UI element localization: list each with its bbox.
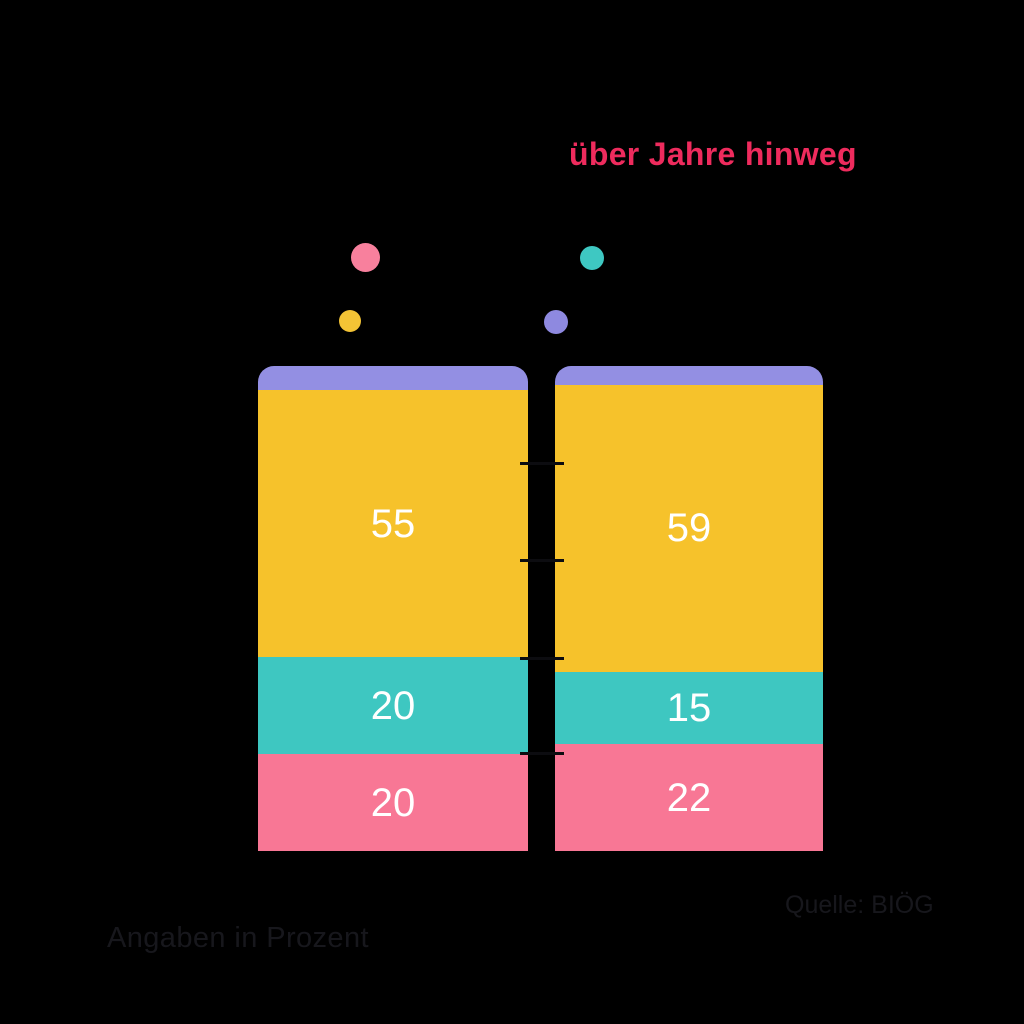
segment-value-label: 20 [370, 683, 416, 728]
legend-dot-purple-icon [544, 310, 568, 334]
bar-segment-purple-top-cap [258, 366, 528, 391]
legend-dot-yellow-icon [339, 310, 361, 332]
source-note: Quelle: BIÖG [785, 891, 934, 919]
title-highlight: über Jahre hinweg [569, 136, 857, 172]
unit-note: Angaben in Prozent [107, 922, 369, 954]
bar-segment-pink: 20 [258, 754, 528, 851]
legend-dot-pink-icon [351, 243, 380, 272]
stacked-bar-left: 55 20 20 [258, 366, 528, 851]
segment-value-label: 20 [370, 780, 416, 825]
bar-segment-teal: 20 [258, 657, 528, 754]
segment-value-label: 59 [666, 506, 712, 551]
hidden-axis-tick [520, 657, 564, 660]
bar-segment-yellow: 55 [258, 390, 528, 657]
hidden-axis-tick [520, 559, 564, 562]
legend-dot-teal-icon [580, 246, 604, 270]
bar-segment-pink: 22 [555, 744, 823, 851]
bar-segment-teal: 15 [555, 671, 823, 745]
stacked-bar-right: 59 15 22 [555, 366, 823, 851]
hidden-axis-tick [520, 462, 564, 465]
hidden-axis-tick [520, 752, 564, 755]
segment-value-label: 15 [666, 685, 712, 730]
segment-value-label: 55 [370, 501, 416, 546]
segment-value-label: 22 [666, 775, 712, 820]
bar-segment-purple-top-cap [555, 366, 823, 386]
bar-segment-yellow: 59 [555, 385, 823, 672]
